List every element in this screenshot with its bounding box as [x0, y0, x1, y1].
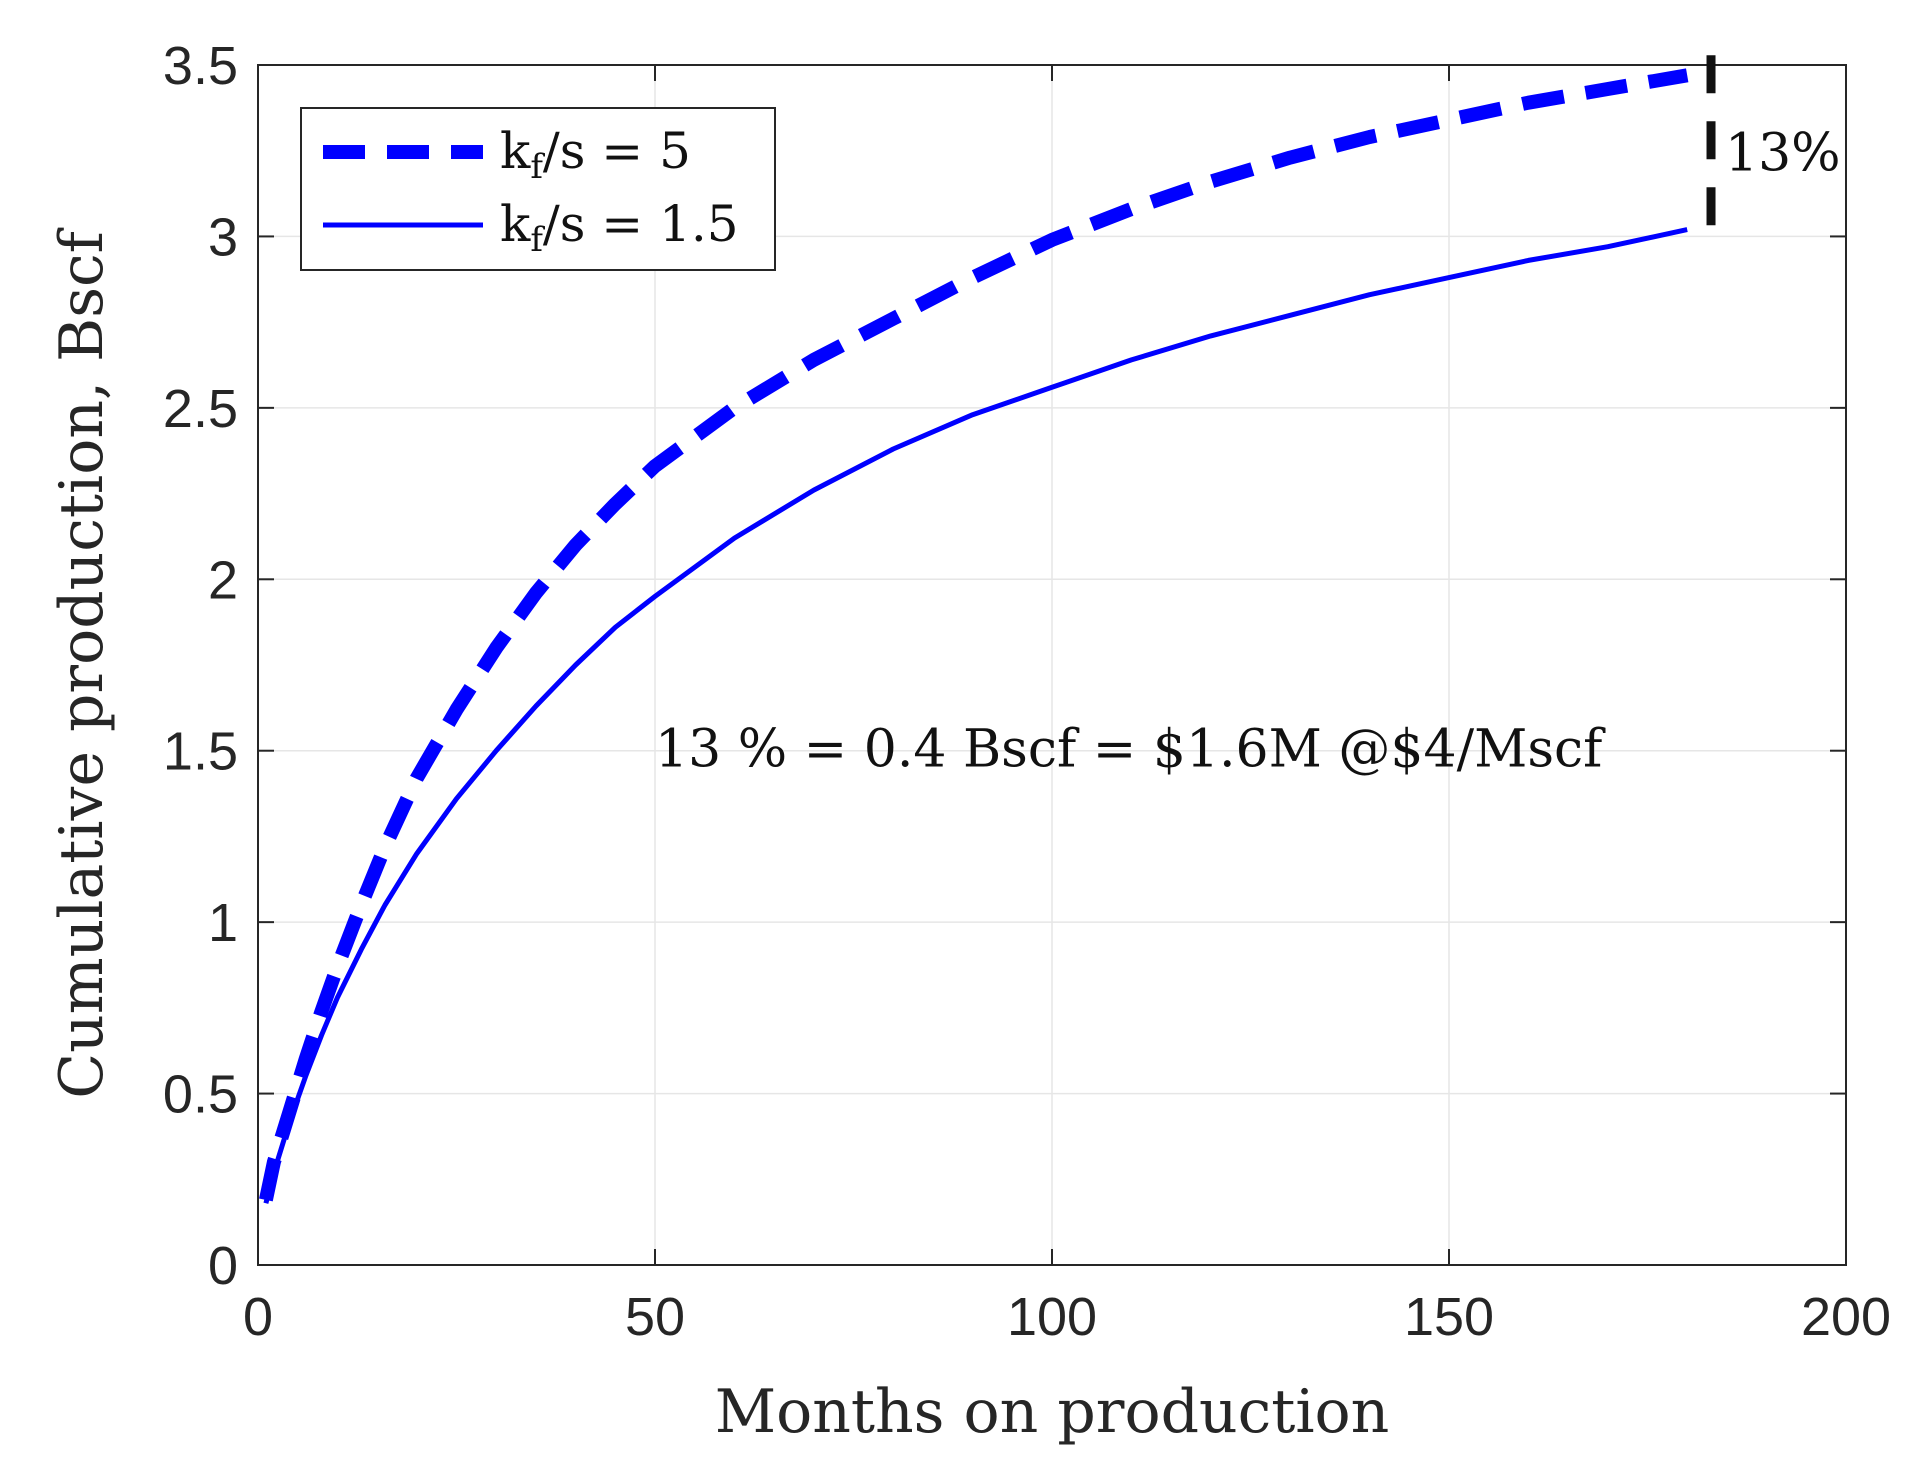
legend-label-sub: f	[530, 220, 545, 260]
legend-label-series-1: kf/s = 5	[500, 122, 691, 187]
series-line-1	[259, 68, 1689, 1202]
legend: kf/s = 5 kf/s = 1.5	[300, 107, 776, 271]
y-axis-title: Cumulative production, Bscf	[47, 227, 117, 1098]
series-line-2	[263, 227, 1688, 1204]
legend-label-main: k	[500, 195, 531, 253]
legend-box	[300, 107, 776, 271]
x-tick-label: 50	[625, 1287, 685, 1347]
y-tick-label: 1	[208, 893, 238, 953]
y-tick-label: 3	[208, 207, 238, 267]
x-axis-title: Months on production	[715, 1377, 1390, 1447]
legend-label-rest: /s = 1.5	[543, 195, 739, 253]
y-tick-label: 3.5	[163, 36, 238, 96]
y-tick-label: 0	[208, 1236, 238, 1296]
legend-label-series-2: kf/s = 1.5	[500, 195, 739, 260]
legend-label-sub: f	[530, 147, 545, 187]
x-tick-label: 100	[1007, 1287, 1097, 1347]
x-tick-label: 200	[1801, 1287, 1891, 1347]
y-tick-label: 1.5	[163, 722, 238, 782]
x-tick-label: 150	[1404, 1287, 1494, 1347]
summary-annotation: 13 % = 0.4 Bscf = $1.6M @$4/Mscf	[655, 720, 1606, 780]
gap-percent-label: 13%	[1725, 123, 1841, 183]
legend-label-main: k	[500, 122, 531, 180]
x-tick-label: 0	[243, 1287, 273, 1347]
y-tick-label: 2.5	[163, 379, 238, 439]
legend-label-rest: /s = 5	[543, 122, 691, 180]
y-tick-label: 2	[208, 550, 238, 610]
series-lines	[259, 68, 1689, 1204]
axis-ticks: 0 50 100 150 200 0 0.5 1 1.5 2 2.5 3 3.5	[163, 36, 1891, 1347]
y-tick-label: 0.5	[163, 1065, 238, 1125]
